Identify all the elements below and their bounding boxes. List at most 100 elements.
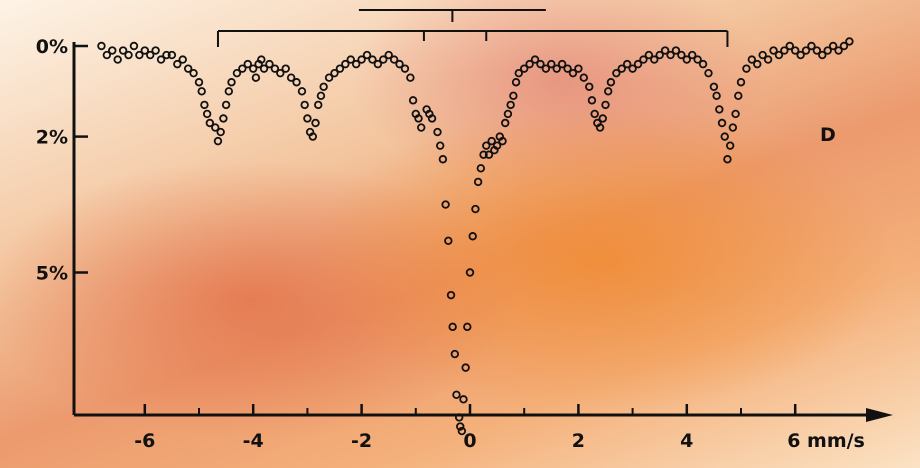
data-point	[178, 55, 187, 64]
data-point	[520, 64, 529, 73]
data-point	[650, 55, 659, 64]
data-point	[506, 100, 515, 110]
data-point	[446, 290, 456, 300]
data-point	[232, 68, 242, 78]
data-point	[248, 64, 258, 73]
data-point	[617, 64, 626, 73]
data-point	[758, 50, 767, 60]
data-point	[292, 78, 301, 87]
data-point	[769, 46, 778, 55]
data-point	[238, 64, 247, 73]
data-point	[311, 118, 320, 128]
data-point	[563, 64, 572, 73]
data-point	[384, 50, 393, 60]
x-tick-label: 4	[680, 430, 693, 452]
x-axis-arrow-icon	[866, 408, 893, 422]
data-point	[379, 55, 388, 64]
data-point	[97, 41, 106, 51]
data-point	[682, 55, 691, 64]
data-point	[417, 123, 426, 132]
data-point	[257, 55, 266, 64]
data-point	[801, 46, 811, 55]
data-point	[297, 87, 307, 96]
y-axis-ticks: 0% 2% 5%	[36, 36, 88, 285]
data-point	[243, 59, 252, 69]
data-point	[286, 73, 296, 82]
data-point	[373, 59, 383, 69]
data-point	[503, 109, 513, 119]
x-tick-label: 0	[463, 430, 476, 452]
data-point	[728, 123, 738, 132]
data-point	[463, 322, 472, 332]
data-point	[715, 105, 724, 114]
data-point	[812, 46, 822, 55]
data-point	[585, 82, 594, 91]
data-point	[362, 50, 372, 60]
data-point	[433, 127, 442, 137]
data-point	[140, 46, 149, 55]
data-point	[146, 50, 155, 60]
data-point	[492, 141, 502, 150]
data-point	[780, 46, 789, 55]
data-point	[156, 55, 166, 64]
data-point	[747, 55, 757, 64]
data-point	[314, 100, 323, 110]
data-point	[205, 118, 215, 128]
data-point	[785, 41, 794, 51]
data-point	[129, 41, 139, 51]
data-point	[807, 41, 816, 51]
data-point	[300, 100, 309, 110]
x-tick-label: -2	[351, 430, 372, 452]
data-point	[259, 64, 269, 73]
data-point	[579, 73, 589, 82]
data-point	[606, 78, 616, 87]
x-tick-label: 6 mm/s	[787, 430, 865, 452]
data-point	[183, 64, 193, 73]
data-point	[622, 59, 632, 69]
data-point	[484, 150, 494, 159]
data-point	[224, 87, 234, 96]
data-point	[395, 59, 404, 69]
data-point	[118, 46, 128, 55]
data-point	[213, 136, 223, 146]
data-point	[194, 78, 204, 87]
data-point	[452, 390, 461, 400]
data-point	[655, 50, 664, 60]
x-tick-label: 2	[572, 430, 585, 452]
data-point	[441, 200, 450, 209]
data-point	[828, 41, 838, 51]
y-tick-label: 0%	[36, 36, 68, 58]
data-point	[501, 118, 510, 128]
data-point	[167, 50, 177, 60]
data-point	[487, 136, 496, 146]
data-point	[511, 78, 521, 87]
data-point	[197, 87, 206, 96]
data-point	[108, 46, 117, 55]
data-point	[189, 68, 198, 78]
data-point	[281, 64, 290, 73]
data-point	[251, 73, 261, 82]
data-point	[552, 64, 561, 73]
data-point	[124, 50, 133, 60]
data-point	[753, 59, 762, 69]
data-point	[454, 413, 464, 422]
data-point	[736, 78, 746, 87]
data-point	[482, 141, 491, 150]
data-point	[498, 136, 507, 146]
data-point	[457, 426, 467, 436]
data-point	[414, 114, 423, 123]
data-point	[791, 46, 800, 55]
data-point	[723, 155, 732, 164]
data-point	[712, 91, 721, 101]
data-point	[698, 59, 708, 69]
data-point	[471, 204, 480, 214]
data-point	[666, 50, 675, 60]
data-point	[704, 68, 713, 78]
data-point	[427, 114, 437, 123]
data-point	[113, 55, 122, 64]
data-point	[525, 59, 534, 69]
data-point	[265, 59, 274, 69]
data-point	[335, 64, 345, 73]
data-point	[845, 37, 854, 46]
data-point	[834, 46, 843, 55]
